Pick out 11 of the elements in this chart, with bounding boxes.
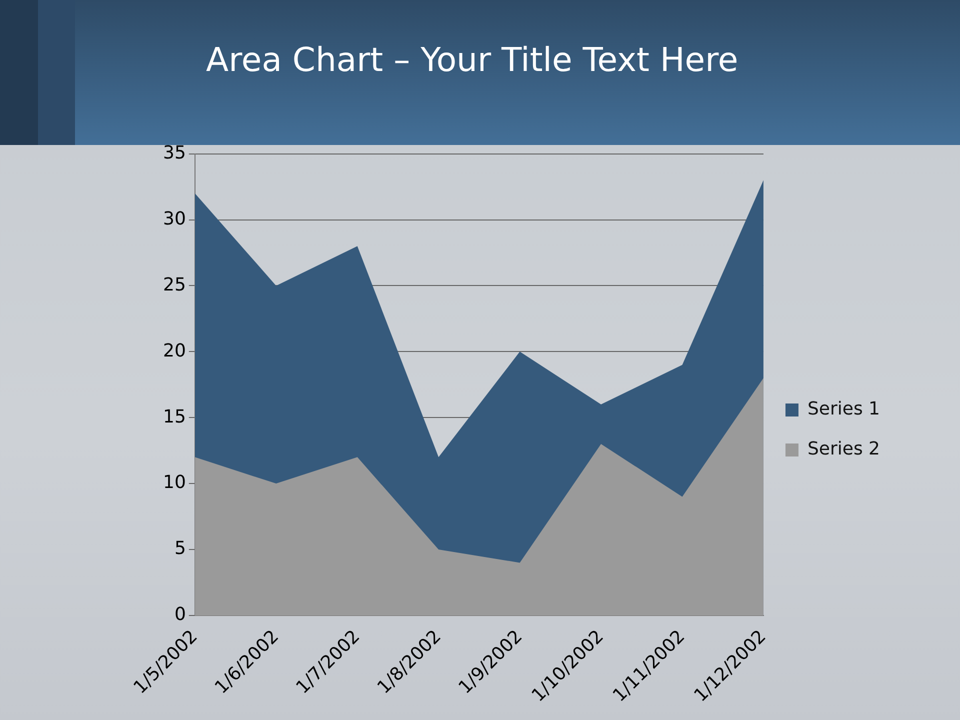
y-tick-label: 0 xyxy=(174,604,186,626)
chart-title: Area Chart – Your Title Text Here xyxy=(206,40,738,79)
y-tick-label: 30 xyxy=(163,208,186,230)
y-tick-label: 35 xyxy=(163,142,186,164)
y-tick-label: 25 xyxy=(163,274,186,296)
y-tick-label: 20 xyxy=(163,340,186,362)
legend-label: Series 2 xyxy=(807,438,880,460)
y-tick-label: 15 xyxy=(163,406,186,428)
y-tick-label: 5 xyxy=(174,538,186,560)
legend-label: Series 1 xyxy=(807,398,880,420)
y-tick-label: 10 xyxy=(163,472,186,494)
